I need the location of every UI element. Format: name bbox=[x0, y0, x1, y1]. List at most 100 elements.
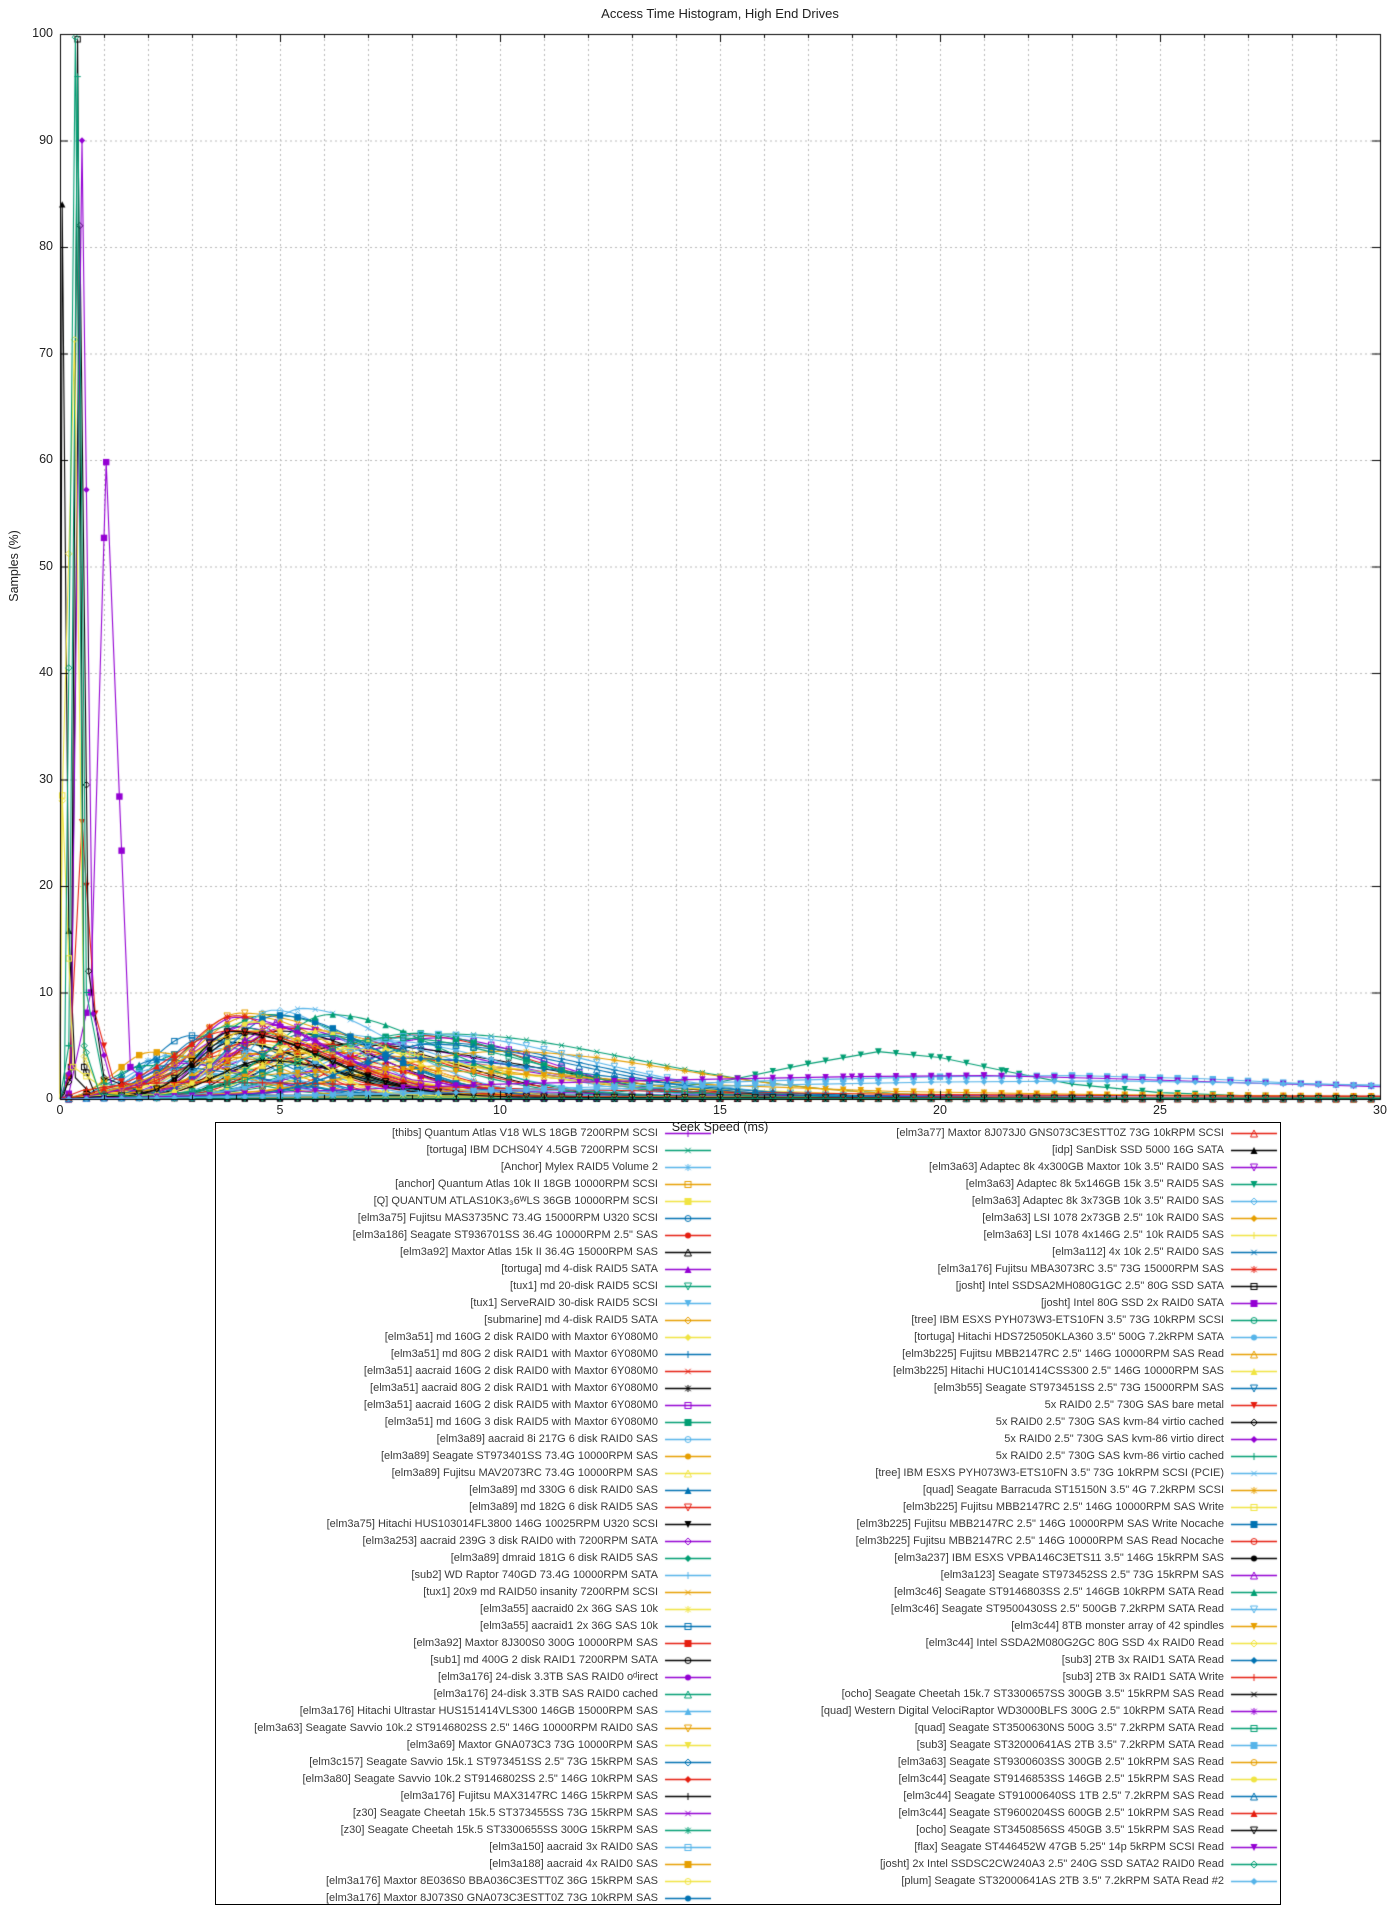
legend-item: [elm3a63] Seagate Savvio 10k.2 ST9146802… bbox=[216, 1720, 712, 1737]
legend-label: [elm3b225] Hitachi HUC101414CSS300 2.5" … bbox=[892, 1365, 1224, 1377]
legend-column-left: [thibs] Quantum Atlas V18 WLS 18GB 7200R… bbox=[216, 1125, 712, 1907]
legend-label: [elm3a176] Fujitsu MAX3147RC 146G 15kRPM… bbox=[400, 1790, 658, 1802]
legend-label: [flax] Seagate ST446452W 47GB 5.25" 14p … bbox=[914, 1841, 1224, 1853]
series-marker-icon bbox=[664, 1331, 712, 1344]
series-marker-icon bbox=[1230, 1756, 1278, 1769]
legend-label: [thibs] Quantum Atlas V18 WLS 18GB 7200R… bbox=[392, 1127, 658, 1139]
legend-label: [idp] SanDisk SSD 5000 16G SATA bbox=[1051, 1144, 1224, 1156]
series-marker-icon bbox=[664, 1756, 712, 1769]
series-marker-icon bbox=[1230, 1807, 1278, 1820]
legend-item: 5x RAID0 2.5" 730G SAS kvm-84 virtio cac… bbox=[702, 1414, 1278, 1431]
series-marker-icon bbox=[1230, 1365, 1278, 1378]
legend-item: [elm3a63] Adaptec 8k 5x146GB 15k 3.5" RA… bbox=[702, 1176, 1278, 1193]
legend-item: [tree] IBM ESXS PYH073W3-ETS10FN 3.5" 73… bbox=[702, 1312, 1278, 1329]
legend-item: [ocho] Seagate Cheetah 15k.7 ST3300657SS… bbox=[702, 1686, 1278, 1703]
y-tick-label: 40 bbox=[39, 665, 53, 679]
legend-item: [elm3a150] aacraid 3x RAID0 SAS bbox=[216, 1839, 712, 1856]
legend-label: [quad] Seagate Barracuda ST15150N 3.5" 4… bbox=[922, 1484, 1224, 1496]
legend-item: [idp] SanDisk SSD 5000 16G SATA bbox=[702, 1142, 1278, 1159]
y-tick-label: 70 bbox=[39, 345, 53, 360]
legend-item: [elm3a176] 24-disk 3.3TB SAS RAID0 cache… bbox=[216, 1686, 712, 1703]
series-marker-icon bbox=[1230, 1382, 1278, 1395]
legend-label: [elm3a63] Adaptec 8k 4x300GB Maxtor 10k … bbox=[929, 1161, 1224, 1173]
legend-label: [elm3a89] md 182G 6 disk RAID5 SAS bbox=[469, 1501, 658, 1513]
legend-item: [Anchor] Mylex RAID5 Volume 2 bbox=[216, 1159, 712, 1176]
legend-label: [elm3a75] Fujitsu MAS3735NC 73.4G 15000R… bbox=[357, 1212, 658, 1224]
series-marker-icon bbox=[1230, 1586, 1278, 1599]
legend-label: [elm3a77] Maxtor 8J073J0 GNS073C3ESTT0Z … bbox=[896, 1127, 1224, 1139]
y-tick-label: 90 bbox=[39, 132, 53, 147]
legend-item: [elm3a89] dmraid 181G 6 disk RAID5 SAS bbox=[216, 1550, 712, 1567]
legend-item: [elm3a80] Seagate Savvio 10k.2 ST9146802… bbox=[216, 1771, 712, 1788]
legend-label: [elm3a89] aacraid 8i 217G 6 disk RAID0 S… bbox=[436, 1433, 658, 1445]
legend-label: [tortuga] md 4-disk RAID5 SATA bbox=[501, 1263, 658, 1275]
legend-item: [elm3a89] Seagate ST973401SS 73.4G 10000… bbox=[216, 1448, 712, 1465]
legend-item: [elm3a69] Maxtor GNA073C3 73G 10000RPM S… bbox=[216, 1737, 712, 1754]
legend-item: [quad] Seagate Barracuda ST15150N 3.5" 4… bbox=[702, 1482, 1278, 1499]
y-tick-label: 50 bbox=[39, 558, 53, 573]
series-marker-icon bbox=[664, 1569, 712, 1582]
legend-item: [josht] Intel SSDSA2MH080G1GC 2.5" 80G S… bbox=[702, 1278, 1278, 1295]
legend-label: [elm3a55] aacraid0 2x 36G SAS 10k bbox=[480, 1603, 658, 1615]
legend-item: [elm3a63] Seagate ST9300603SS 300GB 2.5"… bbox=[702, 1754, 1278, 1771]
x-tick-label: 10 bbox=[493, 1103, 507, 1117]
legend-item: [quad] Western Digital VelociRaptor WD30… bbox=[702, 1703, 1278, 1720]
series-marker-icon bbox=[664, 1535, 712, 1548]
legend-item: [elm3a112] 4x 10k 2.5" RAID0 SAS bbox=[702, 1244, 1278, 1261]
series-marker-icon bbox=[664, 1450, 712, 1463]
series-marker-icon bbox=[664, 1484, 712, 1497]
series-marker-icon bbox=[1230, 1824, 1278, 1837]
legend-item: [elm3c44] Intel SSDA2M080G2GC 80G SSD 4x… bbox=[702, 1635, 1278, 1652]
legend-item: [elm3a51] aacraid 160G 2 disk RAID5 with… bbox=[216, 1397, 712, 1414]
legend-item: [elm3a176] Hitachi Ultrastar HUS151414VL… bbox=[216, 1703, 712, 1720]
legend-label: [elm3a89] md 330G 6 disk RAID0 SAS bbox=[469, 1484, 658, 1496]
legend-label: [elm3c44] Seagate ST9146853SS 146GB 2.5"… bbox=[898, 1773, 1224, 1785]
x-tick-label: 15 bbox=[713, 1103, 727, 1117]
legend-label: [elm3a176] 24-disk 3.3TB SAS RAID0 oᵈire… bbox=[438, 1671, 658, 1683]
series-marker-icon bbox=[664, 1790, 712, 1803]
series-marker-icon bbox=[1230, 1552, 1278, 1565]
legend-label: [elm3a237] IBM ESXS VPBA146C3ETS11 3.5" … bbox=[894, 1552, 1224, 1564]
series-marker-icon bbox=[664, 1654, 712, 1667]
series-marker-icon bbox=[664, 1263, 712, 1276]
legend-item: [elm3a55] aacraid0 2x 36G SAS 10k bbox=[216, 1601, 712, 1618]
legend-label: [elm3b225] Fujitsu MBB2147RC 2.5" 146G 1… bbox=[855, 1535, 1224, 1547]
series-marker-icon bbox=[1230, 1773, 1278, 1786]
y-tick-label: 100 bbox=[32, 26, 53, 40]
series-marker-icon bbox=[664, 1229, 712, 1242]
series-marker-icon bbox=[664, 1195, 712, 1208]
series-marker-icon bbox=[1230, 1654, 1278, 1667]
legend-item: [z30] Seagate Cheetah 15k.5 ST3300655SS … bbox=[216, 1822, 712, 1839]
legend-item: 5x RAID0 2.5" 730G SAS kvm-86 virtio cac… bbox=[702, 1448, 1278, 1465]
legend-label: [Anchor] Mylex RAID5 Volume 2 bbox=[500, 1161, 658, 1173]
legend-item: [tree] IBM ESXS PYH073W3-ETS10FN 3.5" 73… bbox=[702, 1465, 1278, 1482]
legend-item: [elm3b225] Fujitsu MBB2147RC 2.5" 146G 1… bbox=[702, 1499, 1278, 1516]
series-marker-icon bbox=[664, 1773, 712, 1786]
legend-label: [elm3c44] Seagate ST9600204SS 600GB 2.5"… bbox=[898, 1807, 1224, 1819]
legend-item: [elm3a89] Fujitsu MAV2073RC 73.4G 10000R… bbox=[216, 1465, 712, 1482]
series-marker-icon bbox=[664, 1382, 712, 1395]
legend-label: [elm3a51] md 160G 2 disk RAID0 with Maxt… bbox=[384, 1331, 658, 1343]
legend-label: 5x RAID0 2.5" 730G SAS kvm-86 virtio dir… bbox=[1004, 1433, 1224, 1445]
series-marker-icon bbox=[1230, 1246, 1278, 1259]
series-marker-icon bbox=[1230, 1161, 1278, 1174]
legend-label: [elm3a55] aacraid1 2x 36G SAS 10k bbox=[480, 1620, 658, 1632]
series-marker-icon bbox=[664, 1637, 712, 1650]
series-marker-icon bbox=[664, 1688, 712, 1701]
y-tick-label: 10 bbox=[39, 984, 53, 999]
legend-label: [elm3c46] Seagate ST9500430SS 2.5" 500GB… bbox=[890, 1603, 1224, 1615]
series-marker-icon bbox=[664, 1671, 712, 1684]
legend-item: [elm3a253] aacraid 239G 3 disk RAID0 wit… bbox=[216, 1533, 712, 1550]
series-marker-icon bbox=[664, 1841, 712, 1854]
series-marker-icon bbox=[664, 1722, 712, 1735]
legend-item: [elm3a63] LSI 1078 2x73GB 2.5" 10k RAID0… bbox=[702, 1210, 1278, 1227]
legend-label: [elm3a89] Fujitsu MAV2073RC 73.4G 10000R… bbox=[391, 1467, 658, 1479]
legend-label: [elm3a75] Hitachi HUS103014FL3800 146G 1… bbox=[326, 1518, 658, 1530]
legend-item: [sub1] md 400G 2 disk RAID1 7200RPM SATA bbox=[216, 1652, 712, 1669]
legend-item: [elm3c44] 8TB monster array of 42 spindl… bbox=[702, 1618, 1278, 1635]
plot-canvas bbox=[0, 0, 1400, 1125]
legend-item: [sub3] 2TB 3x RAID1 SATA Write bbox=[702, 1669, 1278, 1686]
series-marker-icon bbox=[1230, 1229, 1278, 1242]
legend-item: [elm3b225] Fujitsu MBB2147RC 2.5" 146G 1… bbox=[702, 1533, 1278, 1550]
